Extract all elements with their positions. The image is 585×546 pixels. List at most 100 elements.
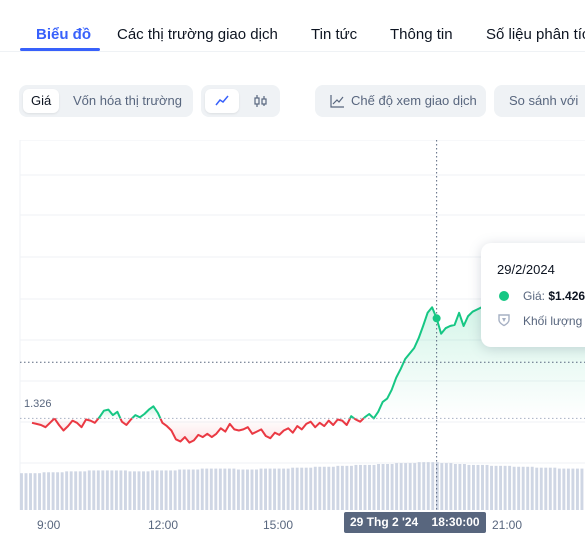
volume-bar [345, 465, 349, 510]
volume-bar [359, 464, 362, 510]
volume-bar [485, 464, 489, 510]
volume-bar [390, 464, 394, 510]
price-chart[interactable] [0, 139, 585, 546]
volume-bar [105, 470, 109, 510]
price-line-down [353, 417, 365, 423]
volume-bar [142, 471, 145, 510]
volume-bar [47, 472, 51, 510]
volume-bar [227, 468, 231, 510]
volume-bar [508, 465, 512, 510]
crosshair-time-label: 29 Thg 2 '24 18:30:00 [344, 512, 486, 533]
volume-bar [232, 468, 236, 510]
tooltip-volume-label: Khối lượng [523, 314, 583, 328]
volume-bar [381, 464, 385, 510]
volume-bar [74, 471, 78, 510]
volume-bar [404, 463, 408, 510]
volume-bar [395, 463, 399, 510]
volume-bar [60, 472, 64, 510]
volume-bar [101, 470, 105, 510]
volume-bar [277, 468, 281, 510]
volume-bar [490, 465, 493, 510]
volume-bar [562, 468, 566, 510]
volume-bar [236, 469, 240, 510]
volume-bar [580, 468, 584, 510]
x-tick-label: 12:00 [148, 518, 179, 532]
trading-view-button[interactable]: Chế độ xem giao dịch [315, 85, 486, 117]
volume-bar [96, 470, 100, 510]
volume-bar [422, 462, 426, 510]
tab-bar: Biểu đồ Các thị trường giao dịch Tin tức… [0, 0, 585, 52]
volume-bar [223, 468, 227, 510]
compare-button[interactable]: So sánh với [494, 85, 585, 117]
volume-bar [426, 462, 430, 510]
volume-bar [69, 471, 73, 510]
line-chart-button[interactable] [205, 89, 239, 113]
volume-bar [349, 465, 353, 510]
price-line-down [159, 417, 351, 444]
volume-bar [431, 462, 435, 510]
volume-bar [128, 471, 132, 510]
volume-bar [386, 464, 390, 510]
tab-markets[interactable]: Các thị trường giao dịch [117, 26, 278, 43]
volume-bar [503, 465, 507, 510]
volume-bar [313, 466, 317, 510]
price-line-down [119, 417, 133, 426]
volume-bar [173, 470, 177, 510]
volume-bar [499, 465, 503, 510]
tooltip-price-value: $1.426 [548, 289, 585, 303]
volume-bar [327, 466, 331, 510]
price-line-up [97, 408, 122, 420]
volume-bar [282, 468, 286, 510]
chart-type-toggle [201, 85, 280, 117]
volume-bar [526, 466, 530, 510]
price-line-down [53, 417, 100, 432]
volume-bar [187, 469, 191, 510]
volume-bar [467, 464, 471, 510]
price-dot-icon [499, 291, 509, 301]
reference-price-label: 1.326 [24, 398, 52, 410]
volume-bar [548, 467, 552, 510]
volume-bar [268, 468, 272, 510]
volume-bar [322, 466, 326, 510]
volume-bar [182, 469, 186, 510]
chart-tooltip: 29/2/2024 Giá: $1.426 Khối lượng [481, 243, 585, 347]
volume-bar [309, 467, 313, 510]
volume-bar [571, 468, 575, 510]
market-cap-toggle-button[interactable]: Vốn hóa thị trường [73, 93, 183, 108]
volume-bar [363, 464, 367, 510]
tab-chart[interactable]: Biểu đồ [36, 26, 91, 43]
volume-bar [155, 470, 159, 510]
trading-view-label: Chế độ xem giao dịch [351, 93, 477, 108]
volume-bar [417, 462, 421, 510]
volume-bar [191, 469, 195, 510]
volume-bar [33, 473, 37, 510]
volume-bar [65, 471, 69, 510]
price-line-up [131, 405, 162, 420]
tab-analytics[interactable]: Số liệu phân tích [486, 26, 585, 43]
volume-bar [539, 467, 543, 510]
volume-bar [368, 464, 371, 510]
volume-shield-icon [498, 314, 510, 327]
volume-bar [38, 473, 41, 510]
volume-bar [476, 464, 480, 510]
x-tick-label: 9:00 [37, 518, 61, 532]
candlestick-chart-button[interactable] [243, 89, 277, 113]
volume-bar [114, 470, 118, 510]
volume-bar [512, 466, 516, 510]
volume-bar [408, 463, 412, 510]
volume-bar [372, 464, 376, 510]
volume-bar [530, 466, 534, 510]
price-toggle-button[interactable]: Giá [23, 89, 60, 113]
volume-bar [399, 463, 403, 510]
tab-news[interactable]: Tin tức [311, 26, 358, 43]
volume-bar [458, 464, 462, 510]
volume-bar [78, 471, 82, 510]
x-tick-label: 15:00 [263, 518, 294, 532]
volume-bar [521, 466, 525, 510]
x-tick-label: 21:00 [492, 518, 523, 532]
compare-label: So sánh với [509, 93, 579, 108]
volume-bar [123, 470, 127, 510]
tab-about[interactable]: Thông tin [390, 26, 453, 43]
volume-bar [218, 468, 222, 510]
candlestick-icon [254, 95, 267, 107]
